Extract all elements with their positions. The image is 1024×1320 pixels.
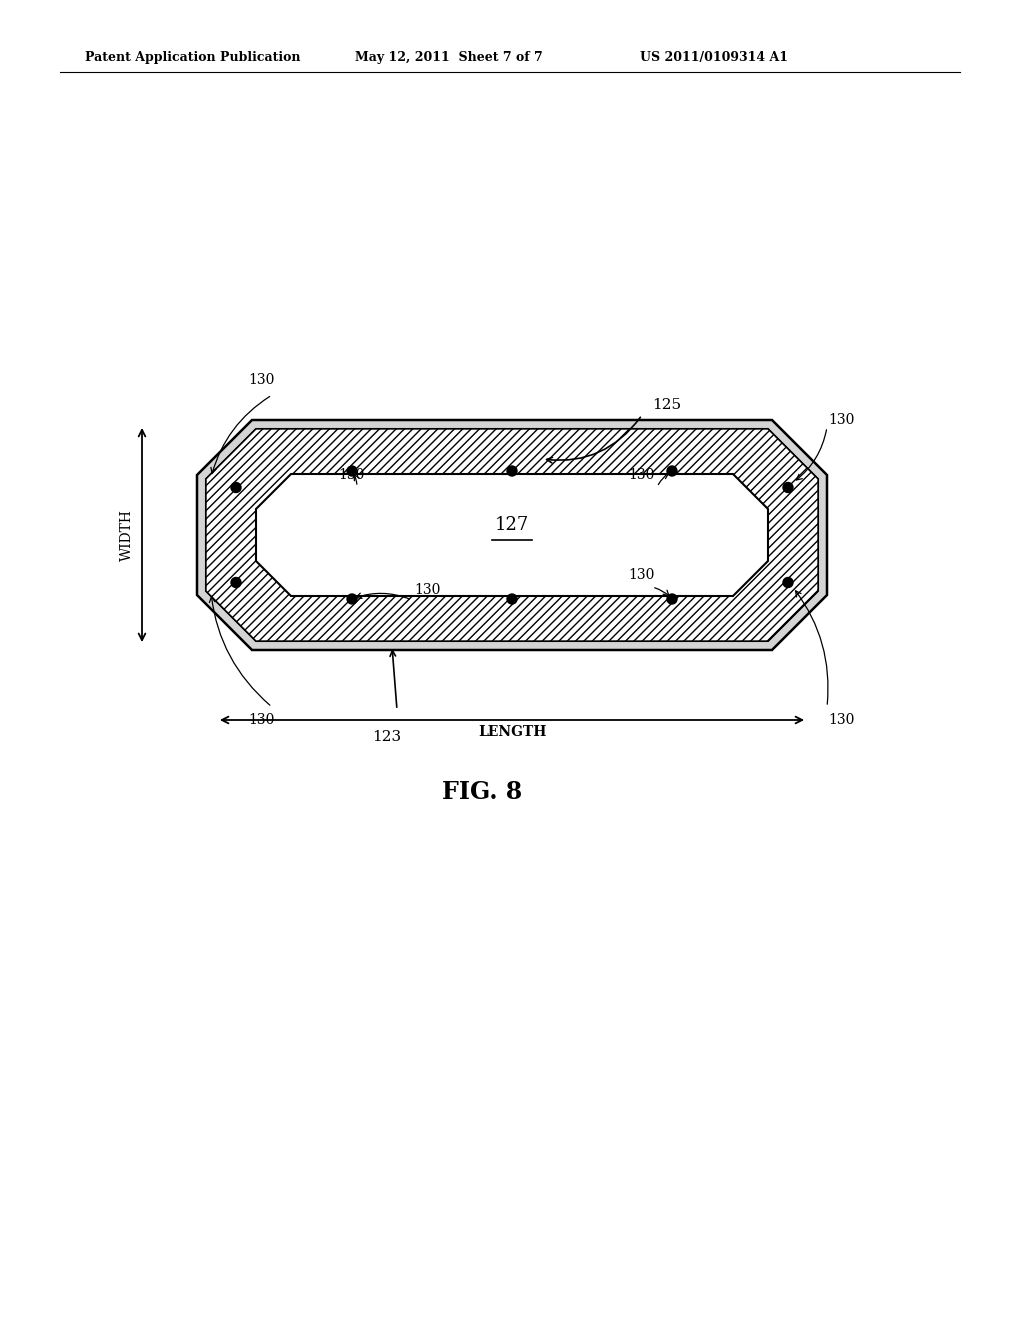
Text: 130: 130 [629,568,655,582]
Circle shape [231,578,241,587]
Text: Patent Application Publication: Patent Application Publication [85,50,300,63]
Text: 130: 130 [828,713,855,727]
Circle shape [667,594,677,605]
Text: 130: 130 [629,469,655,482]
Text: 130: 130 [828,413,855,426]
Text: 130: 130 [249,713,275,727]
Text: 130: 130 [249,374,275,387]
Text: 125: 125 [652,399,681,412]
Text: LENGTH: LENGTH [478,725,546,739]
Text: 127: 127 [495,516,529,535]
Circle shape [783,578,793,587]
Circle shape [347,466,357,477]
Polygon shape [197,420,827,649]
Circle shape [507,466,517,477]
Text: US 2011/0109314 A1: US 2011/0109314 A1 [640,50,788,63]
Text: WIDTH: WIDTH [120,510,134,561]
Polygon shape [206,429,818,642]
Polygon shape [206,429,818,642]
Circle shape [507,594,517,605]
Text: 123: 123 [373,730,401,744]
Polygon shape [256,474,768,597]
Circle shape [231,483,241,492]
Circle shape [667,466,677,477]
Text: 130: 130 [414,583,440,597]
Text: 130: 130 [339,469,366,482]
Text: FIG. 8: FIG. 8 [442,780,522,804]
Text: May 12, 2011  Sheet 7 of 7: May 12, 2011 Sheet 7 of 7 [355,50,543,63]
Circle shape [347,594,357,605]
Circle shape [783,483,793,492]
